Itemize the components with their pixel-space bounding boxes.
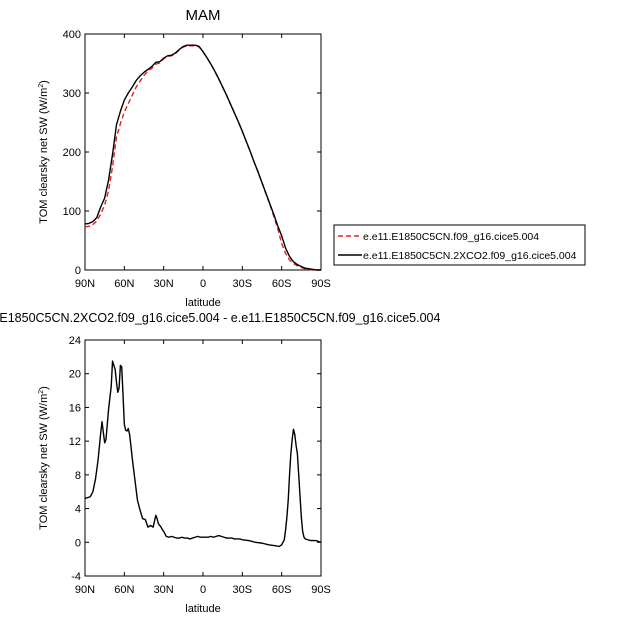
bottom-y-tick-label: 4 [75,504,81,516]
legend-box [333,224,586,266]
bottom-x-tick-label: 0 [200,584,206,596]
top-x-tick-label: 60N [114,278,134,290]
top-series-lines [84,44,321,271]
top-panel: MAM 0 100 200 300 400 90N 60N 30N 0 30S 60S 90S la… [38,7,331,309]
bottom-y-tick-label: 24 [69,335,81,347]
bottom-y-axis-label-sup: 2 [38,390,45,394]
bottom-panel: e.e11.E1850C5CN.2XCO2.f09_g16.cice5.004 … [0,311,440,615]
top-y-axis-label-sup: 2 [38,84,45,88]
bottom-y-axis-label-main: TOM clearsky net SW (W/m [38,394,50,530]
bottom-series-line-0 [84,360,322,548]
bottom-y-tick-label: 12 [69,436,81,448]
bottom-y-tick-label: 0 [75,537,81,549]
bottom-x-ticks: 90N 60N 30N 0 30S 60S 90S [75,340,331,596]
bottom-y-axis-label-close: ) [38,386,50,390]
top-y-tick-label: 200 [63,147,81,159]
top-x-ticks: 90N 60N 30N 0 30S 60S 90S [75,34,331,290]
top-x-axis-label: latitude [185,297,220,309]
top-x-tick-label: 30S [233,278,253,290]
top-series-line-0 [84,45,321,271]
bottom-x-tick-label: 30N [154,584,174,596]
top-y-axis-label: TOM clearsky net SW (W/m2) [38,80,50,224]
top-y-tick-label: 400 [63,29,81,41]
top-series-line-1 [84,44,321,271]
bottom-series-lines [84,360,322,548]
top-y-axis-label-close: ) [38,80,50,84]
bottom-y-tick-label: -4 [71,571,81,583]
top-y-tick-label: 0 [75,265,81,277]
top-plot-frame [84,33,322,271]
top-title: MAM [186,7,221,24]
legend: e.e11.E1850C5CN.f09_g16.cice5.004 e.e11.… [333,224,586,266]
top-y-axis-label-main: TOM clearsky net SW (W/m [38,88,50,224]
bottom-y-tick-label: 16 [69,402,81,414]
bottom-x-axis-label: latitude [185,603,220,615]
top-x-tick-label: 30N [154,278,174,290]
bottom-y-tick-label: 20 [69,369,81,381]
bottom-x-tick-label: 60N [114,584,134,596]
top-x-tick-label: 90S [311,278,331,290]
top-y-ticks: 0 100 200 300 400 [63,29,321,277]
top-y-tick-label: 100 [63,206,81,218]
top-x-tick-label: 60S [272,278,292,290]
bottom-x-tick-label: 90N [75,584,95,596]
legend-label-control: e.e11.E1850C5CN.f09_g16.cice5.004 [363,231,539,243]
top-y-tick-label: 300 [63,88,81,100]
top-x-tick-label: 90N [75,278,95,290]
top-x-tick-label: 0 [200,278,206,290]
bottom-x-tick-label: 60S [272,584,292,596]
bottom-y-axis-label: TOM clearsky net SW (W/m2) [38,386,50,530]
bottom-title: e.e11.E1850C5CN.2XCO2.f09_g16.cice5.004 … [0,311,440,325]
bottom-x-tick-label: 90S [311,584,331,596]
bottom-y-ticks: -4 0 4 8 12 16 20 24 [69,335,321,583]
bottom-x-tick-label: 30S [233,584,253,596]
legend-label-2xco2: e.e11.E1850C5CN.2XCO2.f09_g16.cice5.004 [363,250,577,262]
bottom-y-tick-label: 8 [75,470,81,482]
